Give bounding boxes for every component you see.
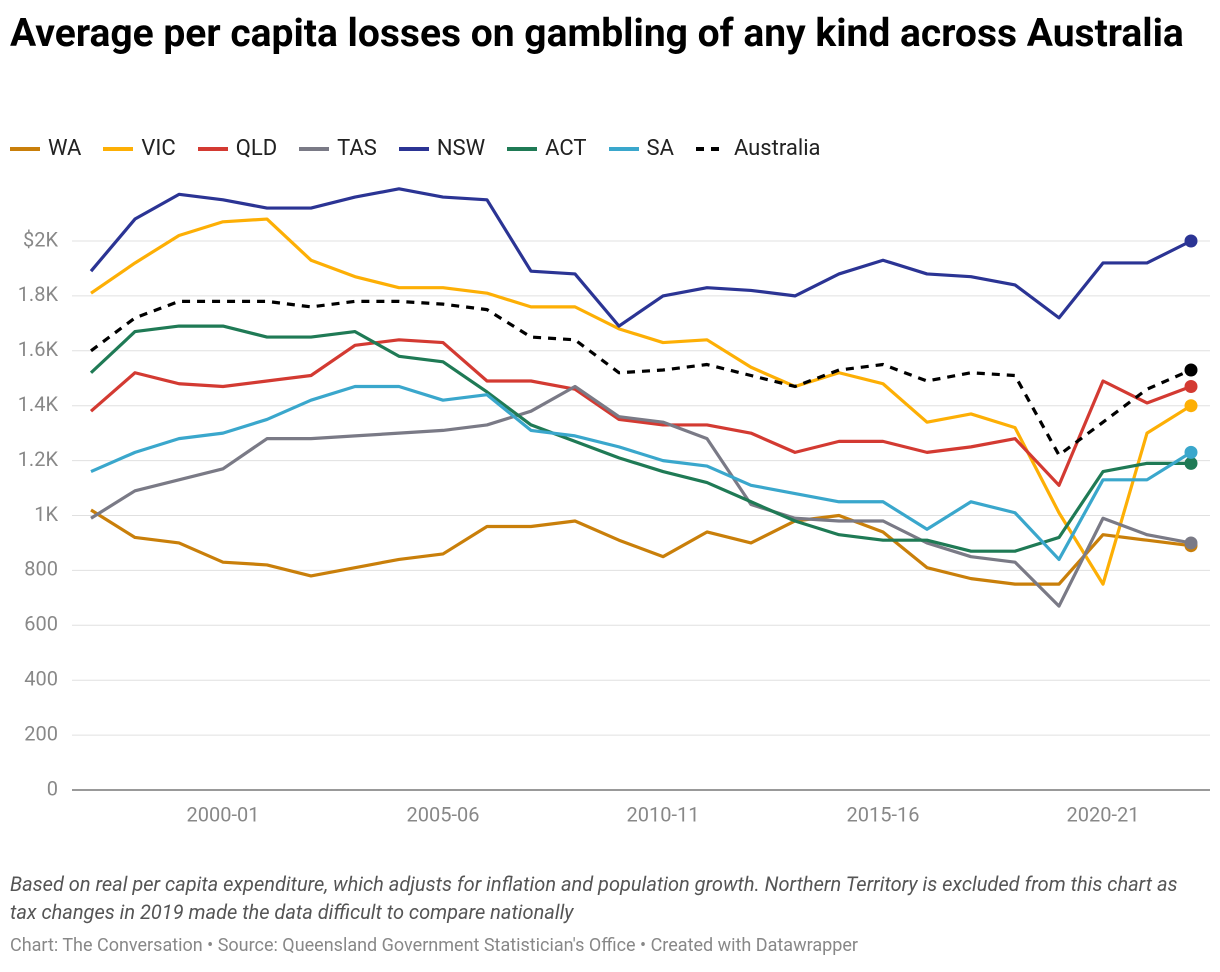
end-dot <box>1184 445 1198 459</box>
legend-label: SA <box>646 136 674 161</box>
legend-label: QLD <box>235 136 278 161</box>
legend-item: Australia <box>695 136 821 161</box>
end-dot <box>1184 379 1198 393</box>
legend-swatch <box>608 146 639 151</box>
y-tick-label: $2K <box>23 227 58 251</box>
credit: Chart: The Conversation • Source: Queens… <box>10 935 859 956</box>
legend-label: NSW <box>436 136 486 161</box>
chart: 0 200 400 600 800 1K 1.2K 1.4K 1.6K 1.8K $2K 2000-0… <box>18 187 1210 826</box>
note: Based on real per capita expenditure, wh… <box>10 872 1178 924</box>
y-tick-label: 1K <box>34 502 58 526</box>
legend-label: WA <box>48 136 82 161</box>
series-line <box>89 338 1192 487</box>
legend-item: WA <box>10 136 81 161</box>
series-line <box>89 187 1192 328</box>
x-tick-label: 2005-06 <box>407 802 480 826</box>
end-dot <box>1184 234 1198 248</box>
legend-swatch <box>695 146 726 151</box>
legend-swatch <box>299 146 330 151</box>
legend-item: TAS <box>299 136 377 161</box>
legend-label: Australia <box>733 136 821 161</box>
x-tick-label: 2020-21 <box>1067 802 1140 826</box>
series-line <box>90 299 1192 457</box>
legend-label: TAS <box>337 136 377 161</box>
legend-item: SA <box>608 136 674 161</box>
series-line <box>90 384 1192 608</box>
legend-label: VIC <box>141 136 176 161</box>
y-tick-label: 1.8K <box>18 282 59 306</box>
y-tick-label: 600 <box>24 612 58 636</box>
legend-item: QLD <box>197 136 278 161</box>
chart-title: Average per capita losses on gambling of… <box>10 10 1184 56</box>
legend-item: ACT <box>507 136 587 161</box>
legend-swatch <box>197 146 228 151</box>
legend-item: NSW <box>398 136 486 161</box>
legend: WA VIC QLD TAS NSW ACT SA Australia <box>10 136 821 161</box>
x-tick-label: 2015-16 <box>847 802 920 826</box>
y-tick-label: 1.4K <box>18 392 59 416</box>
legend-swatch <box>398 146 429 151</box>
legend-label: ACT <box>545 136 587 161</box>
x-tick-label: 2000-01 <box>187 802 260 826</box>
series-line <box>90 508 1192 586</box>
series-line <box>90 217 1192 586</box>
y-tick-label: 200 <box>24 721 58 745</box>
legend-swatch <box>10 146 40 151</box>
end-dot <box>1184 456 1198 470</box>
legend-item: VIC <box>103 136 176 161</box>
y-tick-label: 800 <box>24 557 58 581</box>
series-line <box>89 324 1191 553</box>
series-line <box>90 384 1192 562</box>
legend-swatch <box>507 146 538 151</box>
y-tick-label: 1.2K <box>18 447 59 471</box>
x-tick-label: 2010-11 <box>627 802 700 826</box>
end-dot <box>1184 363 1198 377</box>
y-tick-label: 400 <box>24 666 58 690</box>
legend-swatch <box>103 146 134 151</box>
y-tick-label: 1.6K <box>18 337 59 361</box>
end-dot <box>1184 399 1198 413</box>
end-dot <box>1184 536 1198 550</box>
y-tick-label: 0 <box>47 776 58 800</box>
